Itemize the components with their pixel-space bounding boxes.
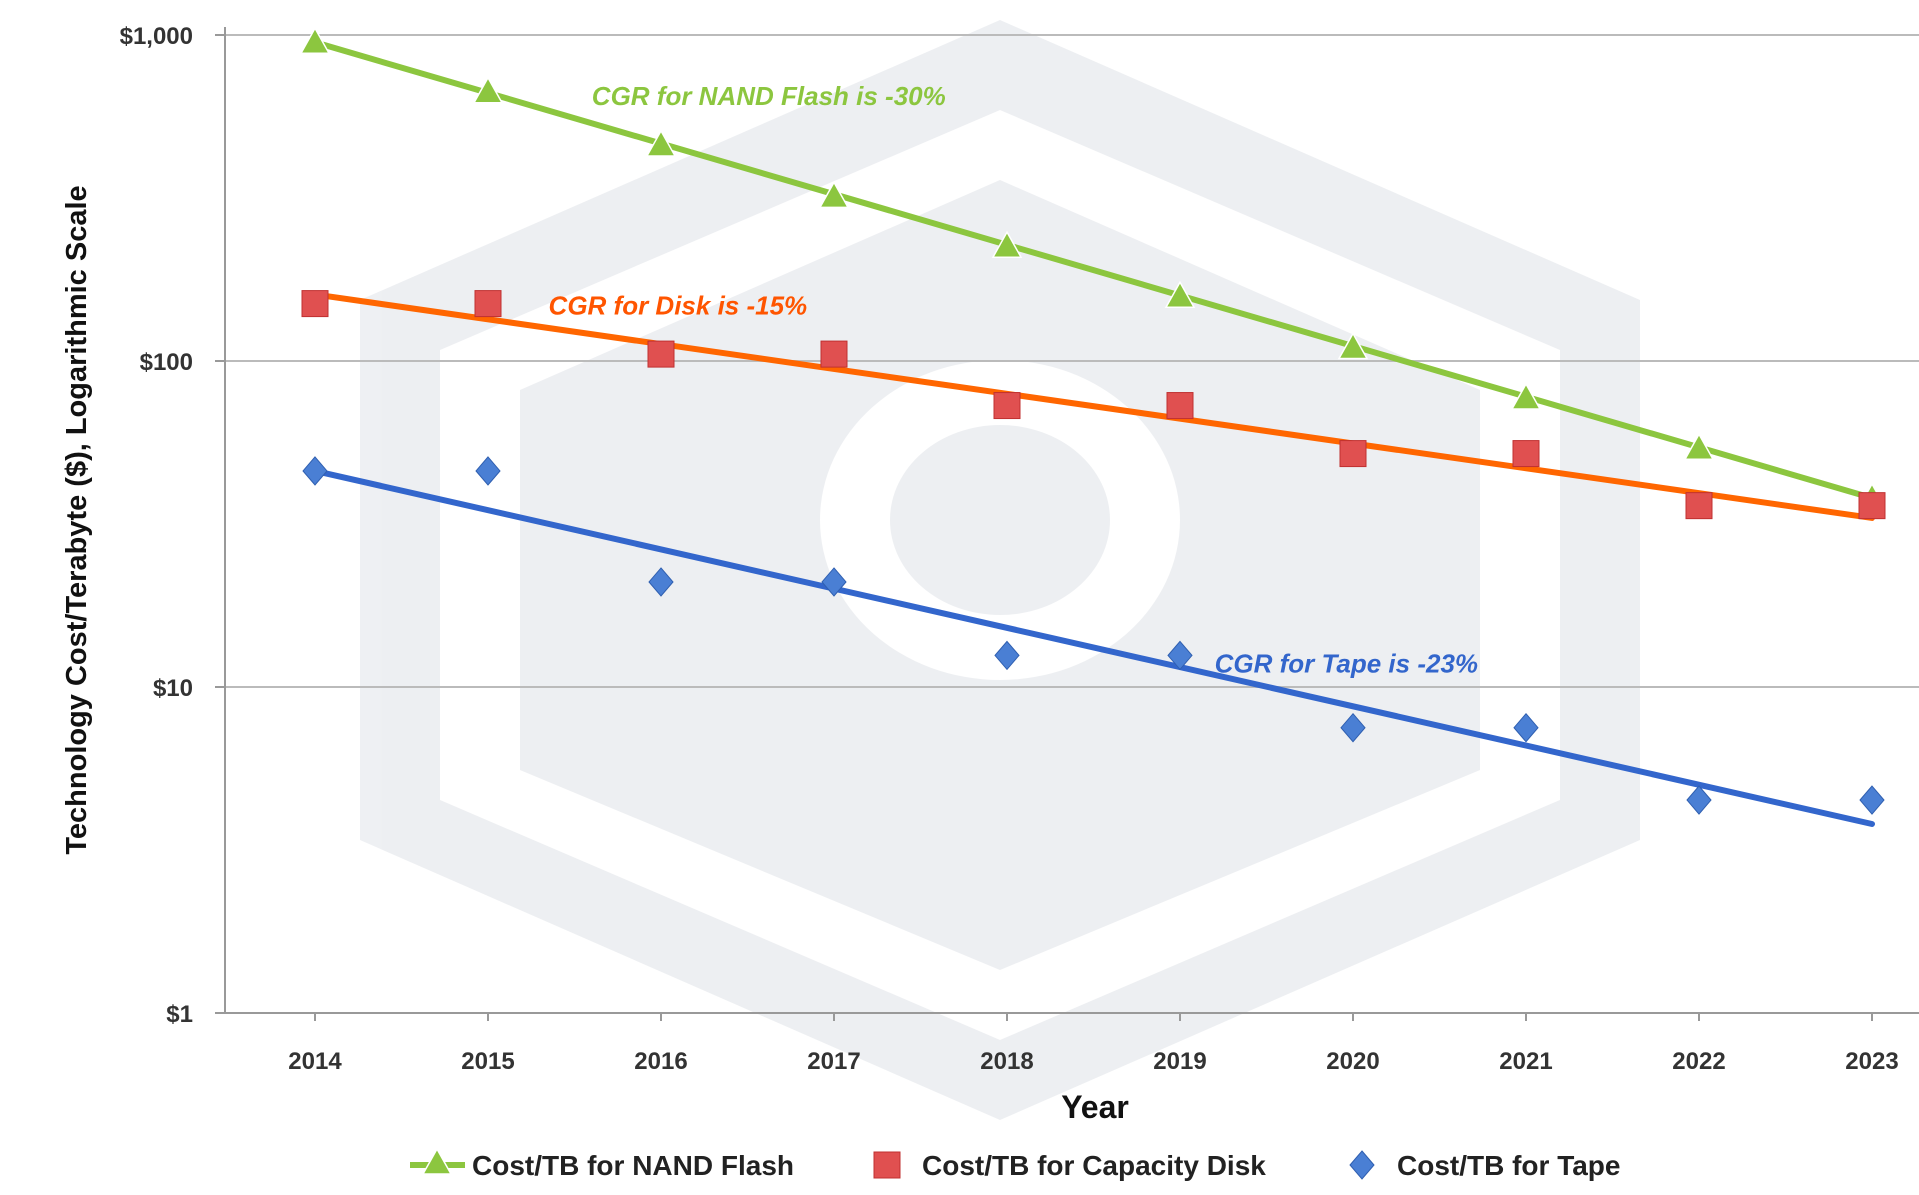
axes (215, 27, 1919, 1021)
x-tick-label: 2017 (807, 1048, 860, 1075)
data-point (1683, 432, 1715, 460)
x-tick-label: 2021 (1499, 1048, 1552, 1075)
x-tick-label: 2022 (1672, 1048, 1725, 1075)
data-point (818, 180, 850, 209)
data-point (1340, 712, 1366, 743)
data-point (475, 456, 501, 486)
x-tick-label: 2014 (288, 1048, 342, 1075)
data-point (1512, 440, 1540, 468)
legend: Cost/TB for NAND Flash Cost/TB for Capaci… (410, 1147, 1620, 1181)
trend-line (312, 39, 1875, 501)
data-point (1513, 712, 1539, 743)
legend-marker (421, 1147, 453, 1175)
legend-label: Cost/TB for Capacity Disk (922, 1150, 1266, 1181)
data-point (302, 456, 328, 486)
trend-line (312, 467, 1875, 827)
trend-lines (312, 39, 1875, 827)
y-tick-label: $10 (153, 675, 193, 702)
data-point (1164, 280, 1196, 308)
y-tick-labels: $1 $10 $100 $1,000 (120, 23, 193, 1028)
gridlines (225, 34, 1919, 688)
data-point (472, 76, 504, 104)
x-tick-label: 2015 (461, 1048, 514, 1075)
data-point (1686, 785, 1712, 815)
trend-line (312, 291, 1875, 521)
x-tick-label: 2016 (634, 1048, 687, 1075)
annotation-label: CGR for NAND Flash is -30% (592, 81, 946, 111)
y-tick-label: $100 (140, 349, 193, 376)
legend-label: Cost/TB for Tape (1397, 1150, 1620, 1181)
y-tick-label: $1 (166, 1001, 193, 1028)
x-tick-labels: 2014 2015 2016 2017 2018 2019 2020 2021 2022 2023 (288, 1048, 1898, 1075)
data-point (648, 567, 674, 597)
data-point (301, 290, 329, 318)
x-tick-label: 2018 (980, 1048, 1033, 1075)
data-point (820, 340, 848, 368)
data-point (1339, 440, 1367, 468)
data-point (1859, 785, 1885, 815)
legend-marker (873, 1151, 901, 1179)
data-point (991, 230, 1023, 258)
data-point (1337, 331, 1369, 360)
data-point (994, 640, 1020, 671)
wikibon-watermark (360, 20, 1640, 1120)
legend-label: Cost/TB for NAND Flash (472, 1150, 794, 1181)
data-point (1685, 492, 1713, 520)
x-axis-title: Year (1061, 1089, 1129, 1125)
data-point (299, 26, 331, 55)
data-point (1510, 382, 1542, 410)
data-point (993, 392, 1021, 420)
annotation-label: CGR for Tape is -23% (1215, 649, 1478, 679)
x-tick-label: 2020 (1326, 1048, 1379, 1075)
annotations: CGR for NAND Flash is -30% CGR for Disk i… (549, 81, 1478, 679)
data-point (1858, 492, 1886, 520)
data-point (645, 129, 677, 157)
y-tick-label: $1,000 (120, 23, 193, 50)
data-point (1167, 640, 1193, 671)
x-tick-label: 2023 (1845, 1048, 1898, 1075)
data-point (1166, 392, 1194, 420)
data-point (821, 567, 847, 597)
data-point (474, 290, 502, 318)
legend-marker (1349, 1150, 1375, 1180)
data-markers (299, 26, 1888, 815)
y-axis-title: Technology Cost/Terabyte ($), Logarithmi… (61, 185, 93, 854)
annotation-label: CGR for Disk is -15% (549, 290, 808, 320)
data-point (647, 340, 675, 368)
x-tick-label: 2019 (1153, 1048, 1206, 1075)
